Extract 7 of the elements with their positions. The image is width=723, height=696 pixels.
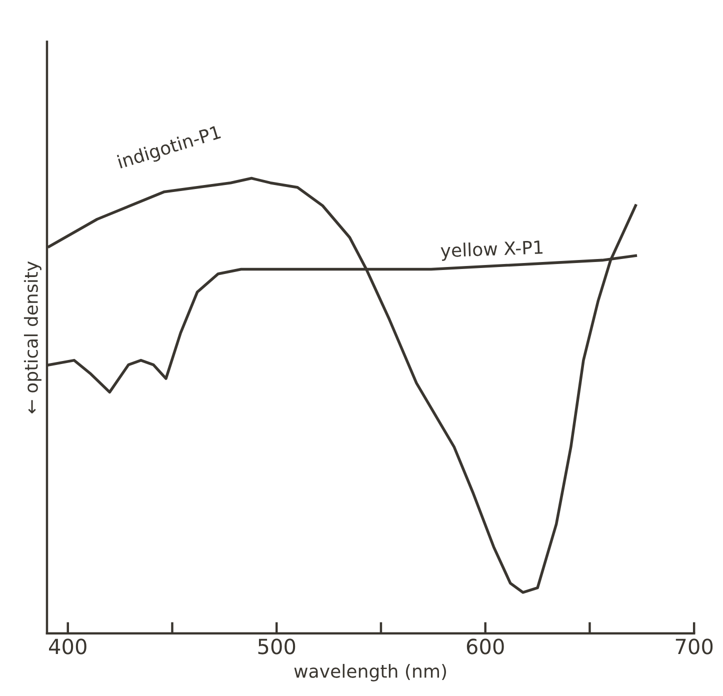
x-tick-label: 600 bbox=[466, 638, 504, 654]
y-axis-title: ← optical density bbox=[24, 261, 42, 414]
x-tick-label: 700 bbox=[676, 638, 713, 654]
x-tick-label: 400 bbox=[49, 638, 86, 654]
series-label: yellow X-P1 bbox=[440, 240, 543, 261]
x-tick-label: 500 bbox=[258, 638, 296, 654]
x-axis-title: wavelength (nm) bbox=[294, 664, 446, 682]
